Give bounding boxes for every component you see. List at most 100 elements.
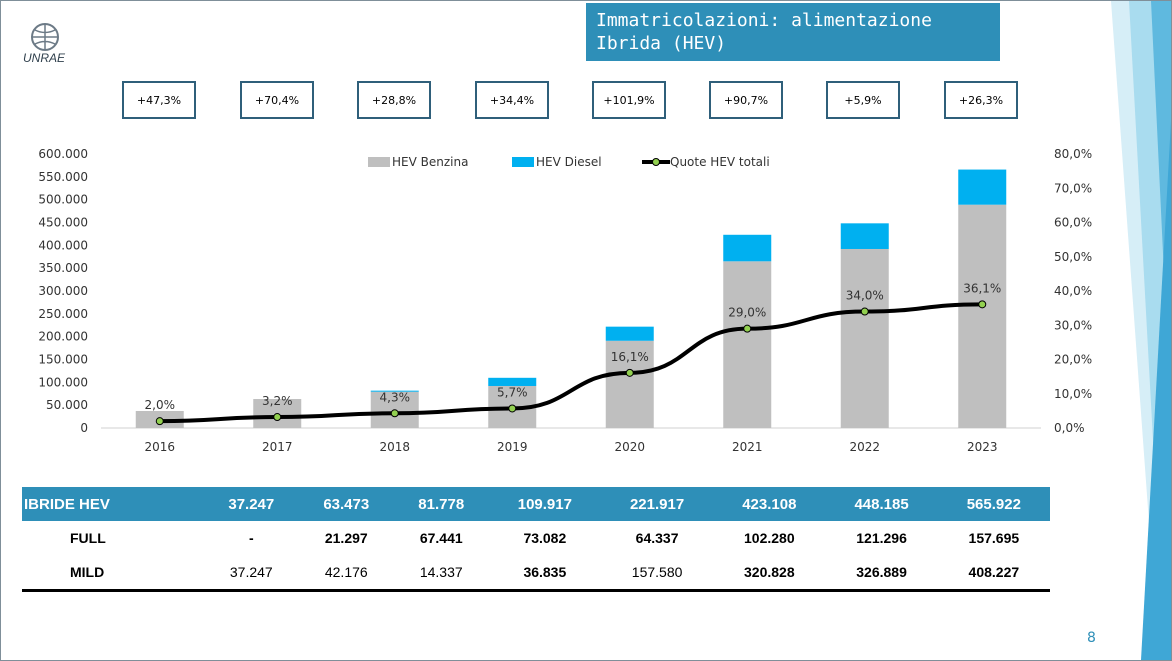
registrations-table: IBRIDE HEV 37.247 63.473 81.778 109.917 … (22, 487, 1050, 592)
legend-label: HEV Diesel (536, 155, 602, 169)
bar-hev-diesel (488, 377, 537, 386)
legend-label: Quote HEV totali (670, 155, 770, 169)
row-label: IBRIDE HEV (22, 487, 204, 521)
table-cell: 157.580 (600, 555, 714, 592)
y-left-tick-label: 550.000 (38, 170, 88, 184)
y-left-tick-label: 50.000 (46, 398, 88, 412)
bar-hev-diesel (723, 234, 772, 262)
series-line-quote-hev (159, 302, 983, 424)
y-right-tick-label: 0,0% (1054, 421, 1085, 435)
line-point (273, 413, 282, 422)
line-point (743, 324, 752, 333)
x-tick-label: 2021 (732, 440, 763, 454)
y-left-tick-label: 300.000 (38, 284, 88, 298)
table-cell: 448.185 (825, 487, 938, 521)
table-cell: - (248, 530, 254, 546)
bar-hev-diesel (958, 169, 1007, 205)
data-label: 4,3% (380, 390, 411, 404)
table-cell: 326.889 (825, 555, 938, 592)
growth-badge: +70,4% (240, 81, 314, 119)
data-label: 2,0% (145, 398, 176, 412)
y-left-tick-label: 150.000 (38, 353, 88, 367)
table-cell: 36.835 (488, 555, 601, 592)
row-label: FULL (70, 530, 106, 546)
hev-chart: 0 50.000 100.000 150.000 200.000 250.000 300.0… (38, 147, 1092, 454)
table-cell: 565.922 (937, 487, 1050, 521)
table-cell: 81.778 (393, 487, 489, 521)
bar-hev-diesel (840, 223, 889, 249)
legend-swatch (368, 157, 390, 167)
table-cell: 64.337 (635, 530, 679, 546)
line-point (390, 409, 399, 418)
y-right-tick-label: 40,0% (1054, 284, 1092, 298)
data-label: 16,1% (611, 350, 649, 364)
table-cell: 37.247 (203, 555, 299, 592)
y-right-tick-label: 60,0% (1054, 216, 1092, 230)
y-right-tick-label: 50,0% (1054, 250, 1092, 264)
table-cell: 42.176 (298, 555, 394, 592)
table-cell: 63.473 (298, 487, 394, 521)
table-cell: 121.296 (856, 530, 907, 546)
data-label: 36,1% (963, 281, 1001, 295)
growth-badge: +28,8% (357, 81, 431, 119)
y-left-tick-label: 250.000 (38, 307, 88, 321)
logo-text: UNRAE (23, 51, 66, 65)
x-tick-label: 2018 (379, 440, 410, 454)
line-point (508, 404, 517, 413)
y-left-tick-label: 450.000 (38, 216, 88, 230)
bar-hev-diesel (605, 326, 654, 341)
x-tick-label: 2020 (614, 440, 645, 454)
y-right-tick-label: 20,0% (1054, 353, 1092, 367)
line-point (978, 300, 987, 309)
table-cell: 109.917 (488, 487, 601, 521)
line-point (625, 368, 634, 377)
table-cell: 14.337 (393, 555, 489, 592)
growth-badge: +26,3% (944, 81, 1018, 119)
decorative-stripes (1111, 1, 1171, 660)
y-left-tick-label: 100.000 (38, 375, 88, 389)
table-cell: 320.828 (713, 555, 826, 592)
y-right-tick-label: 70,0% (1054, 181, 1092, 195)
bar-hev-benzina (958, 204, 1007, 428)
table-cell: 73.082 (523, 530, 567, 546)
table-cell: 157.695 (968, 530, 1020, 546)
x-tick-label: 2023 (967, 440, 998, 454)
y-left-tick-label: 350.000 (38, 261, 88, 275)
data-label: 3,2% (262, 394, 293, 408)
data-label: 29,0% (728, 306, 766, 320)
y-left-tick-label: 500.000 (38, 193, 88, 207)
bar-hev-diesel (370, 390, 419, 392)
y-left-tick-label: 400.000 (38, 238, 88, 252)
unrae-logo: UNRAE (21, 19, 73, 65)
y-left-tick-label: 0 (80, 421, 88, 435)
data-label: 34,0% (846, 289, 884, 303)
table-row: MILD 37.247 42.176 14.337 36.835 157.580… (22, 555, 1050, 592)
slide-title: Immatricolazioni: alimentazione Ibrida (… (586, 3, 1000, 61)
growth-badge: +101,9% (592, 81, 666, 119)
x-tick-label: 2017 (262, 440, 293, 454)
x-tick-label: 2022 (849, 440, 880, 454)
table-row: IBRIDE HEV 37.247 63.473 81.778 109.917 … (22, 487, 1050, 521)
bar-hev-benzina (605, 340, 654, 428)
growth-badge: +34,4% (475, 81, 549, 119)
bar-hev-benzina (840, 248, 889, 428)
y-left-tick-label: 200.000 (38, 330, 88, 344)
table-cell: 221.917 (600, 487, 714, 521)
table-cell: 408.227 (937, 555, 1050, 592)
x-tick-label: 2019 (497, 440, 528, 454)
growth-badge: +5,9% (826, 81, 900, 119)
bar-hev-benzina (723, 261, 772, 428)
table-cell: 67.441 (419, 530, 463, 546)
y-right-tick-label: 80,0% (1054, 147, 1092, 161)
growth-badge: +90,7% (709, 81, 783, 119)
line-point (155, 417, 164, 426)
table-cell: 37.247 (203, 487, 299, 521)
page-number: 8 (1087, 630, 1096, 646)
row-label: MILD (22, 555, 204, 592)
table-row: FULL - 21.297 67.441 73.082 64.337 102.2… (22, 521, 1050, 555)
legend-label: HEV Benzina (392, 155, 468, 169)
legend-marker (652, 158, 660, 166)
table-cell: 423.108 (713, 487, 826, 521)
data-label: 5,7% (497, 385, 528, 399)
